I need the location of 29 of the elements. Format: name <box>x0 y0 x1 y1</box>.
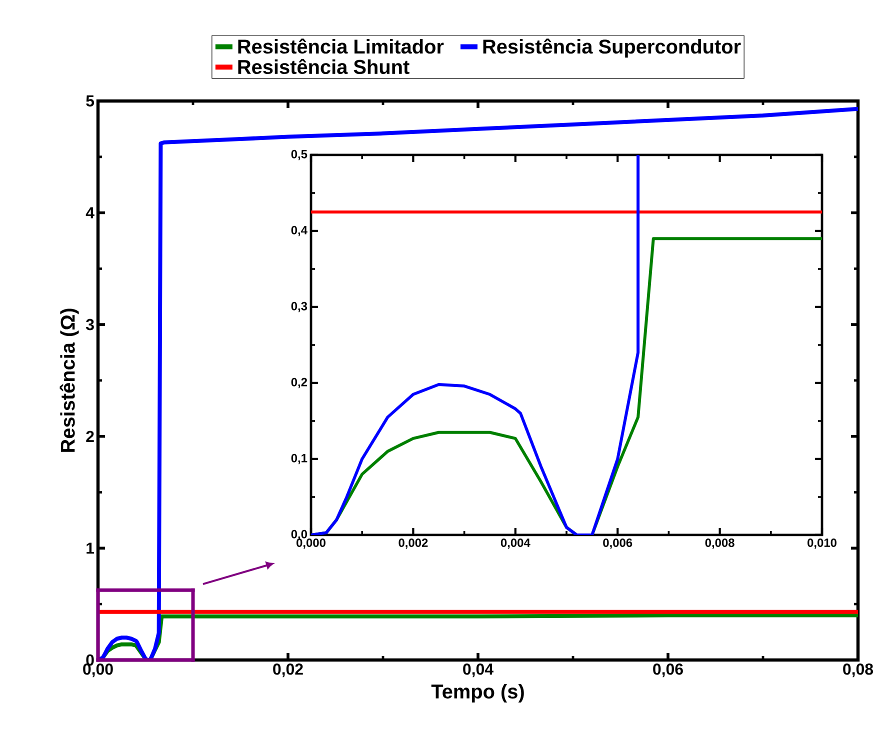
x-tick-label: 0,004 <box>500 538 530 549</box>
y-tick-label: 0,0 <box>291 530 307 540</box>
y-tick-label: 2 <box>86 430 94 442</box>
y-tick-label: 0,4 <box>291 226 308 236</box>
x-tick-label: 0,04 <box>463 664 494 678</box>
x-tick-label: 0,00 <box>83 664 113 678</box>
y-tick-label: 5 <box>86 95 94 107</box>
y-tick-label: 0,1 <box>291 454 308 464</box>
x-tick-label: 0,006 <box>603 538 632 549</box>
y-axis-title: Resistência (Ω) <box>60 308 79 452</box>
x-tick-label: 0,02 <box>273 664 303 678</box>
y-tick-label: 3 <box>86 318 94 330</box>
y-tick-label: 0,3 <box>291 302 308 312</box>
y-tick-label: 4 <box>86 207 94 218</box>
legend-label: Resistência Limitador <box>238 38 444 54</box>
x-tick-label: 0,000 <box>296 538 326 549</box>
x-tick-label: 0,002 <box>398 538 428 549</box>
y-tick-label: 0,5 <box>291 150 308 160</box>
y-tick-label: 1 <box>86 542 94 554</box>
y-tick-label: 0,2 <box>291 378 308 388</box>
x-tick-label: 0,06 <box>653 664 683 678</box>
line-series <box>311 154 640 535</box>
x-tick-label: 0,008 <box>705 538 734 549</box>
x-axis-title: Tempo (s) <box>431 684 524 703</box>
y-tick-label: 0 <box>86 654 94 666</box>
legend-label: Resistência Supercondutor <box>483 38 741 58</box>
x-tick-label: 0,010 <box>808 538 836 549</box>
x-tick-label: 0,08 <box>843 664 874 678</box>
legend-label: Resistência Shunt <box>238 58 410 74</box>
